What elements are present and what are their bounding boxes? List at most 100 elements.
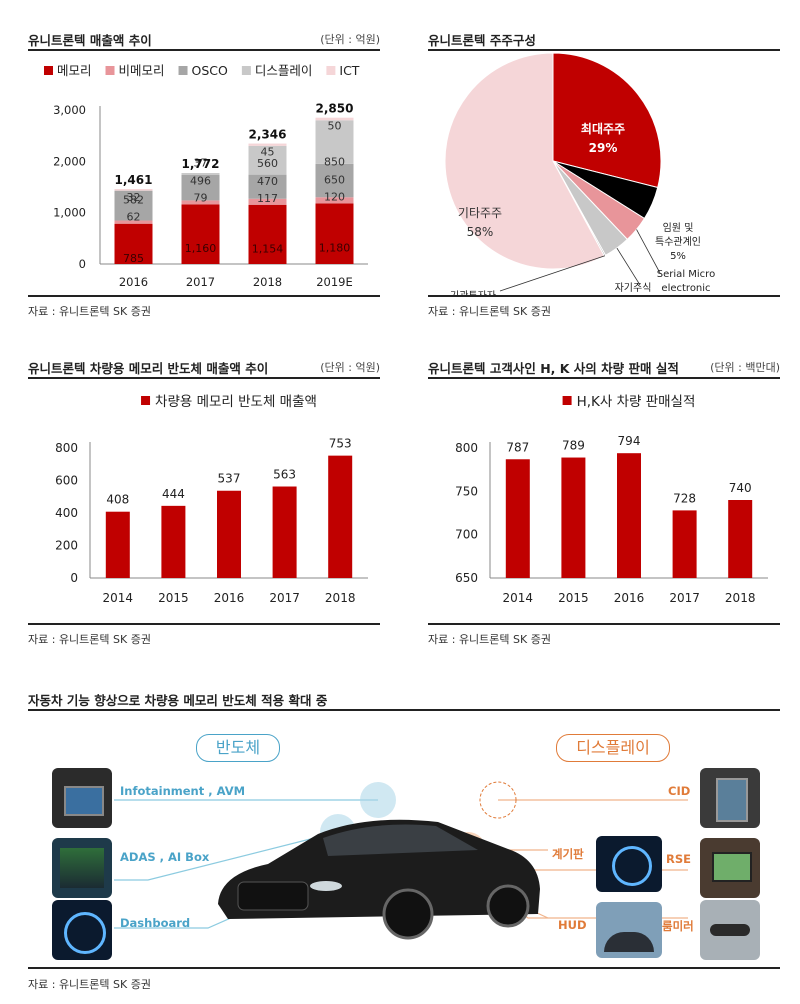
bar-value-label: 753 <box>329 437 352 451</box>
x-tick-label: 2014 <box>103 591 134 605</box>
y-tick-label: 200 <box>55 539 78 553</box>
segment-value-label: 79 <box>194 191 208 204</box>
sales-panel: 유니트론텍 매출액 추이 (단위 : 억원) 메모리 비메모리 OSCO 디스플레이 I… <box>28 30 380 330</box>
hud-label: HUD <box>558 918 587 932</box>
segment-value-label: 120 <box>324 190 345 203</box>
bar-total-label: 2,850 <box>316 102 354 116</box>
auto-unit: (단위 : 억원) <box>320 361 380 374</box>
roommirror-thumbnail <box>700 900 760 960</box>
pie-label: 58% <box>467 225 494 239</box>
x-tick-label: 2014 <box>503 591 534 605</box>
x-tick-label: 2015 <box>158 591 189 605</box>
segment-value-label: 62 <box>127 211 141 224</box>
x-tick-label: 2016 <box>614 591 645 605</box>
bar-segment <box>315 120 354 164</box>
bar-value-label: 740 <box>729 481 752 495</box>
x-tick-label: 2018 <box>325 591 356 605</box>
y-tick-label: 650 <box>455 571 478 585</box>
bar-total-label: 2,346 <box>249 128 287 142</box>
legend-swatch-0 <box>44 66 53 75</box>
sales-top-rule <box>28 49 380 51</box>
sales-title: 유니트론텍 매출액 추이 <box>28 33 152 48</box>
pie-label: 기관투자자 <box>450 290 496 295</box>
segment-value-label: 560 <box>257 157 278 170</box>
bar-value-label: 787 <box>506 440 529 454</box>
x-tick-label: 2016 <box>119 275 148 289</box>
bar-segment <box>114 189 153 191</box>
gauge-label: 계기판 <box>552 847 584 861</box>
infotainment-label: Infotainment , AVM <box>120 784 246 798</box>
segment-value-label: 32 <box>127 191 141 204</box>
hk-sales-bar-chart: H,K사 차량 판매실적 650 700 750 800 787 2014 789 2015 79… <box>455 394 768 605</box>
bar <box>161 505 186 578</box>
bar-segment <box>248 174 287 199</box>
segment-value-label: 470 <box>257 175 278 188</box>
legend-label-0: 메모리 <box>57 63 92 78</box>
bar-segment <box>248 204 287 264</box>
legend-swatch-2 <box>178 66 188 75</box>
y-tick-label: 0 <box>70 571 78 585</box>
legend-swatch-1 <box>105 66 115 75</box>
bar-segment <box>181 204 220 264</box>
bar-total-label: 1,772 <box>182 157 220 171</box>
y-tick-label: 750 <box>455 484 478 498</box>
hk-title: 유니트론텍 고객사인 H, K 사의 차량 판매 실적 <box>428 361 679 376</box>
segment-value-label: 45 <box>261 146 275 159</box>
bar-value-label: 408 <box>106 493 129 507</box>
bar-segment <box>181 174 220 201</box>
y-tick-label: 800 <box>55 441 78 455</box>
y-tick-label: 800 <box>455 441 478 455</box>
bar-segment <box>114 190 153 221</box>
infographic-panel: 자동차 기능 향상으로 차량용 메모리 반도체 적용 확대 중 반도체 디스플레… <box>28 690 780 995</box>
segment-value-label: 496 <box>190 174 211 187</box>
pie-slice-0 <box>552 52 662 189</box>
segment-value-label: 785 <box>123 252 144 265</box>
display-heading: 디스플레이 <box>556 734 670 762</box>
pie-label: Serial Micro <box>657 269 715 280</box>
dashboard-thumbnail <box>52 900 112 960</box>
adas-label: ADAS , AI Box <box>120 850 210 864</box>
legend-swatch <box>562 396 572 405</box>
bar <box>672 510 697 578</box>
infographic-bottom-rule <box>28 967 780 969</box>
x-tick-label: 2019E <box>316 275 353 289</box>
x-tick-label: 2018 <box>253 275 282 289</box>
auto-panel: 유니트론텍 차량용 메모리 반도체 매출액 추이 (단위 : 억원) 차량용 메… <box>28 358 380 658</box>
hud-thumbnail <box>596 902 662 958</box>
bar-segment <box>248 143 287 146</box>
y-tick-label: 700 <box>455 528 478 542</box>
segment-value-label: 850 <box>324 155 345 168</box>
share-bottom-rule <box>428 295 780 297</box>
share-source: 자료 : 유니트론텍 SK 증권 <box>428 305 551 318</box>
legend-swatch-4 <box>326 66 336 75</box>
bar-value-label: 794 <box>618 434 641 448</box>
bar-segment <box>248 145 287 175</box>
legend-label-3: 디스플레이 <box>255 63 313 78</box>
connector-adas <box>114 831 339 881</box>
segment-value-label: 117 <box>257 192 278 205</box>
segment-value-label: 650 <box>324 173 345 186</box>
infographic-source: 자료 : 유니트론텍 SK 증권 <box>28 978 151 991</box>
car-grille <box>237 881 309 911</box>
bar <box>105 511 130 578</box>
segment-value-label: 37 <box>194 156 208 169</box>
x-tick-label: 2018 <box>725 591 756 605</box>
y-tick-label: 400 <box>55 506 78 520</box>
infotainment-thumbnail <box>52 768 112 828</box>
gauge-thumbnail <box>596 836 662 892</box>
x-tick-label: 2017 <box>269 591 300 605</box>
bar-value-label: 444 <box>162 487 185 501</box>
bar-segment <box>248 198 287 205</box>
car-front-wheel <box>382 888 434 940</box>
segment-value-label: 1,160 <box>185 242 217 255</box>
semiconductor-heading: 반도체 <box>196 734 280 762</box>
bar <box>328 455 353 578</box>
auto-source: 자료 : 유니트론텍 SK 증권 <box>28 633 151 646</box>
bar-value-label: 728 <box>673 491 696 505</box>
infographic-top-rule <box>28 709 780 711</box>
bar-segment <box>315 117 354 121</box>
bar-segment <box>315 197 354 204</box>
dashboard-label: Dashboard <box>120 916 191 930</box>
legend-swatch <box>141 396 151 405</box>
